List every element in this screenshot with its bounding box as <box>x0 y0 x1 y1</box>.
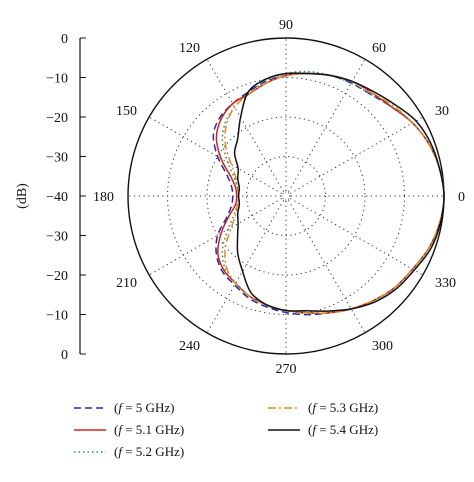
radial-tick-label: 0 <box>61 348 68 363</box>
angle-label: 330 <box>435 276 456 291</box>
grid-spoke <box>290 198 424 276</box>
grid-spoke <box>148 116 282 194</box>
series-line-1 <box>212 72 445 316</box>
angle-label: 240 <box>179 339 200 354</box>
radial-tick-label: −20 <box>46 269 68 284</box>
series-line-4 <box>224 72 445 314</box>
angle-label: 270 <box>276 362 297 377</box>
legend-entry: (f = 5.2 GHz) <box>114 444 184 459</box>
radial-db-axis: 0 −10 −20 −30 −40 −30 −20 −10 0 <box>46 32 86 363</box>
radial-tick-label: −10 <box>46 309 68 324</box>
radial-tick-label: 0 <box>61 32 68 47</box>
radial-tick-label: −20 <box>46 111 68 126</box>
series-line-3 <box>221 70 445 314</box>
grid-center <box>281 191 291 201</box>
legend-entry: (f = 5.1 GHz) <box>114 422 184 437</box>
angle-label: 210 <box>116 276 137 291</box>
grid-spoke <box>288 58 366 192</box>
grid-spoke <box>206 58 284 192</box>
legend: (f = 5 GHz) (f = 5.1 GHz) (f = 5.2 GHz) (f … <box>74 400 378 459</box>
y-axis-label: (dB) <box>15 183 30 209</box>
radial-tick-label: −10 <box>46 72 68 87</box>
angle-label: 90 <box>279 18 293 33</box>
grid-ring <box>206 116 366 276</box>
outer-ring <box>127 37 445 355</box>
series-lines <box>212 70 445 316</box>
polar-grid <box>127 37 445 355</box>
angle-label: 60 <box>372 41 386 56</box>
series-line-2 <box>215 72 445 314</box>
grid-spoke <box>148 198 282 276</box>
angle-label: 120 <box>179 41 200 56</box>
grid-ring <box>167 77 405 315</box>
grid-spoke <box>290 116 424 194</box>
series-line-5 <box>233 72 445 312</box>
grid-spoke <box>206 200 284 334</box>
angle-label: 150 <box>116 104 137 119</box>
legend-entry: (f = 5.4 GHz) <box>308 422 378 437</box>
legend-entry: (f = 5.3 GHz) <box>308 400 378 415</box>
angle-labels: 0 30 60 90 120 150 180 210 240 270 300 330 <box>93 18 465 377</box>
legend-entry: (f = 5 GHz) <box>114 400 174 415</box>
angle-label: 300 <box>372 339 393 354</box>
radial-tick-label: −40 <box>46 190 68 205</box>
angle-label: 0 <box>458 190 465 205</box>
radial-tick-label: −30 <box>46 230 68 245</box>
grid-spoke <box>288 200 366 334</box>
radial-tick-label: −30 <box>46 151 68 166</box>
angle-label: 30 <box>435 104 449 119</box>
grid-ring <box>246 156 326 236</box>
angle-label: 180 <box>93 190 114 205</box>
